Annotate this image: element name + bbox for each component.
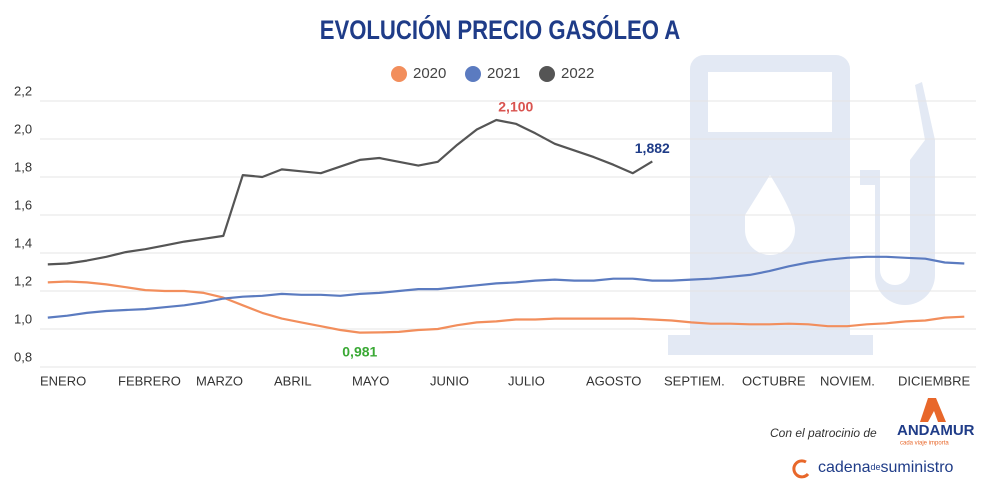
x-tick-label: ENERO [40,373,86,388]
series-line [47,118,653,266]
legend-swatch [391,66,407,82]
brand-slogan: cada viaje importa [900,441,949,447]
logo-word: suministro [881,459,954,476]
annotation: 2,100 [498,99,533,115]
x-tick-label: OCTUBRE [742,373,806,388]
brand-icon [920,398,946,422]
sponsor-text: Con el patrocinio de [770,426,877,440]
x-tick-label: ABRIL [274,373,312,388]
logo-icon [792,459,810,479]
x-tick-label: MARZO [196,373,243,388]
legend-label: 2020 [413,65,446,82]
x-tick-label: FEBRERO [118,373,181,388]
x-tick-label: SEPTIEM. [664,373,725,388]
legend-label: 2021 [487,65,520,82]
series-line [47,280,965,334]
y-tick-label: 1,8 [14,159,32,174]
annotation: 0,981 [342,343,377,359]
pump-watermark [668,55,935,355]
y-tick-label: 1,4 [14,235,32,250]
y-tick-label: 1,2 [14,273,32,288]
x-tick-label: AGOSTO [586,373,641,388]
y-tick-label: 2,0 [14,121,32,136]
logo-word: cadena [818,459,871,476]
annotation: 1,882 [635,140,670,156]
logo-text: cadenadesuministro [818,459,954,476]
legend-swatch [465,66,481,82]
x-tick-label: JUNIO [430,373,469,388]
y-tick-label: 0,8 [14,349,32,364]
legend-swatch [539,66,555,82]
logo-word: de [871,462,881,472]
x-tick-label: JULIO [508,373,545,388]
y-tick-label: 1,6 [14,197,32,212]
x-tick-label: MAYO [352,373,389,388]
x-tick-label: NOVIEM. [820,373,875,388]
x-tick-label: DICIEMBRE [898,373,971,388]
y-tick-label: 2,2 [14,83,32,98]
series-line [47,255,965,319]
chart-title: EVOLUCIÓN PRECIO GASÓLEO A [320,15,681,46]
y-tick-label: 1,0 [14,311,32,326]
legend-label: 2022 [561,65,594,82]
legend: 2020 2021 2022 [391,65,594,82]
brand-name: ANDAMUR [897,422,975,439]
